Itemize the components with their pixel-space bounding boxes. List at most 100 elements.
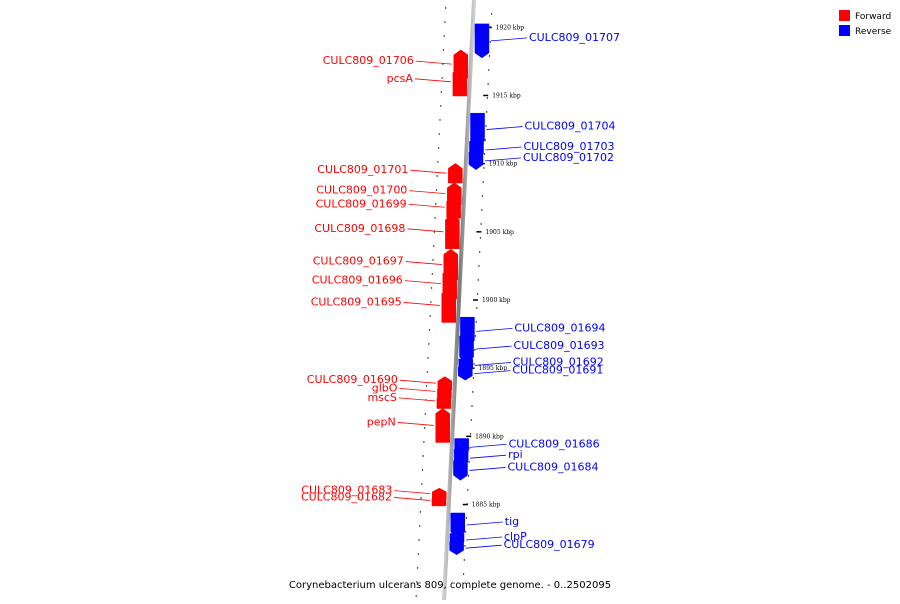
- gene-label: mscS: [367, 391, 396, 404]
- strand-dot: [440, 105, 442, 107]
- gene-arrow: [459, 335, 474, 363]
- gene-arrow: [453, 460, 468, 481]
- gene-arrow: [474, 23, 490, 59]
- legend-forward-swatch: [839, 10, 850, 21]
- strand-dot: [415, 595, 417, 597]
- gene-arrow: [446, 196, 461, 219]
- scale-tick-label: 1895 kbp: [479, 365, 508, 372]
- strand-dot: [419, 525, 421, 527]
- strand-dot: [482, 181, 484, 183]
- gene-leader-line: [403, 302, 440, 306]
- strand-dot: [437, 161, 439, 163]
- strand-dot: [463, 559, 465, 561]
- strand-dot: [474, 349, 476, 351]
- strand-dot: [418, 539, 420, 541]
- scale-tick-label: 1915 kbp: [492, 92, 521, 99]
- strand-dot: [420, 497, 422, 499]
- gene-leader-line: [465, 544, 502, 549]
- scale-ticks: 1885 kbp 1890 kbp 1895 kbp 1900 kbp 1905 kbp…: [462, 24, 524, 509]
- strand-dot: [436, 175, 438, 177]
- gene-label: CULC809_01692: [513, 355, 604, 368]
- strand-dot: [428, 343, 430, 345]
- scale-tick-label: 1885 kbp: [472, 502, 501, 509]
- legend-reverse-label: Reverse: [855, 27, 892, 37]
- strand-dot: [465, 517, 468, 519]
- gene-arrow: [431, 494, 447, 507]
- strand-dot: [488, 55, 491, 57]
- strand-dot: [416, 567, 419, 569]
- gene-leader-line: [409, 190, 446, 195]
- strand-dot: [435, 203, 437, 205]
- strand-dot: [467, 475, 470, 477]
- strand-dot: [442, 49, 445, 51]
- strand-dot: [472, 391, 474, 393]
- strand-dot: [465, 531, 467, 533]
- gene-arrow: [470, 112, 485, 147]
- strand-dot: [433, 245, 435, 247]
- strand-dot: [432, 259, 434, 261]
- strand-dot: [489, 41, 491, 43]
- strand-dot: [430, 301, 432, 303]
- strand-dot: [464, 545, 466, 547]
- strand-dot: [421, 469, 424, 471]
- gene-arrow: [458, 366, 473, 381]
- strand-dot: [439, 119, 441, 121]
- gene-label: CULC809_01701: [317, 163, 408, 176]
- gene-leader-line: [470, 454, 507, 459]
- gene-label: CULC809_01690: [307, 373, 398, 386]
- strand-dot: [426, 371, 429, 373]
- gene-arrow: [449, 541, 464, 556]
- strand-dot: [416, 581, 418, 583]
- gene-features: [431, 23, 490, 556]
- gene-leader-line: [398, 397, 435, 402]
- gene-leader-line: [407, 228, 444, 233]
- strand-dot: [490, 13, 493, 15]
- gene-leader-line: [490, 37, 527, 42]
- strand-dot: [469, 447, 471, 449]
- legend-reverse-swatch: [839, 25, 850, 36]
- gene-leader-line: [484, 157, 521, 162]
- gene-label: rpi: [508, 448, 523, 461]
- gene-arrow: [448, 163, 463, 184]
- strand-dot: [477, 279, 479, 281]
- strand-dot: [441, 77, 443, 79]
- strand-dot: [470, 419, 472, 421]
- strand-dot: [462, 573, 465, 575]
- gene-leader-line: [410, 169, 447, 174]
- strand-dot: [469, 433, 472, 435]
- map-caption: Corynebacterium ulcerans 809, complete g…: [289, 580, 611, 591]
- gene-arrow: [436, 392, 452, 409]
- gene-leader-line: [404, 280, 441, 285]
- gene-leader-line: [469, 467, 506, 471]
- gene-label: CULC809_01698: [314, 222, 405, 235]
- gene-label: CULC809_01686: [509, 437, 600, 450]
- gene-leader-line: [475, 345, 512, 350]
- gene-leader-line: [415, 60, 452, 65]
- strand-dot: [474, 335, 477, 337]
- genome-backbone: [441, 0, 477, 604]
- gene-arrow: [468, 151, 484, 170]
- gene-label: CULC809_01682: [301, 490, 392, 503]
- strand-dot: [483, 153, 486, 155]
- gene-labels: CULC809_01707 CULC809_01706 pcsA CULC809_01…: [301, 31, 620, 551]
- gene-label: CULC809_01695: [311, 295, 402, 308]
- strand-dot: [476, 307, 478, 309]
- strand-dot: [475, 321, 477, 323]
- strand-dot: [467, 489, 469, 491]
- gene-leader-line: [465, 536, 503, 541]
- strand-dot: [476, 293, 479, 295]
- gene-leader-line: [466, 521, 503, 526]
- gene-label: CULC809_01693: [514, 339, 605, 352]
- strand-dot: [481, 195, 484, 197]
- gene-label: CULC809_01683: [301, 484, 392, 497]
- gene-leader-line: [399, 379, 436, 384]
- gene-label: CULC809_01704: [525, 120, 616, 133]
- gene-label: CULC809_01679: [504, 538, 595, 551]
- gene-label: CULC809_01703: [524, 140, 615, 153]
- strand-dot: [486, 111, 488, 113]
- gene-label: CULC809_01700: [316, 184, 407, 197]
- gene-label: pcsA: [387, 72, 414, 85]
- gene-label: CULC809_01697: [313, 255, 404, 268]
- strand-dot: [437, 147, 440, 149]
